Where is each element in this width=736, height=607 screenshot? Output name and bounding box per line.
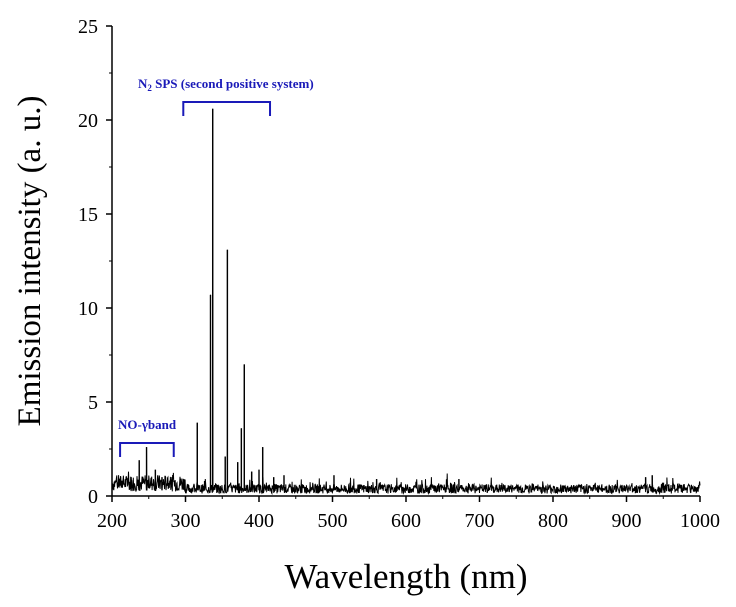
x-tick-label: 800 (538, 510, 568, 532)
x-tick-label: 600 (391, 510, 421, 532)
x-tick-label: 1000 (680, 510, 720, 532)
x-tick-label: 400 (244, 510, 274, 532)
x-tick-label: 900 (612, 510, 642, 532)
emission-spectrum-series (112, 108, 701, 496)
x-tick-label: 500 (318, 510, 348, 532)
y-tick-label: 15 (78, 204, 98, 226)
spectrum-line (112, 108, 701, 496)
n2-sps-label-sub: 2 (147, 83, 152, 93)
y-tick-label: 0 (88, 486, 98, 508)
axes (111, 26, 700, 497)
n2-sps-label: N2 SPS (second positive system) (138, 76, 314, 93)
no-gamma-band-label: NO-γband (118, 417, 177, 432)
annotations: NO-γband N2 SPS (second positive system) (118, 76, 314, 457)
y-axis-title: Emission intensity (a. u.) (12, 96, 48, 427)
y-tick-label: 10 (78, 298, 98, 320)
n2-sps-label-main: N (138, 76, 148, 91)
x-tick-label: 200 (97, 510, 127, 532)
y-tick-label: 20 (78, 110, 98, 132)
y-tick-label: 25 (78, 16, 98, 38)
n2-sps-bracket (182, 101, 272, 116)
y-ticks: 0 5 10 15 20 25 (78, 16, 112, 508)
x-tick-label: 700 (465, 510, 495, 532)
x-tick-label: 300 (171, 510, 201, 532)
no-gamma-band-bracket (119, 442, 175, 457)
y-tick-label: 5 (88, 392, 98, 414)
x-axis-title: Wavelength (nm) (284, 557, 527, 596)
x-ticks: 200 300 400 500 600 700 800 900 1000 (97, 496, 720, 532)
n2-sps-label-rest: SPS (second positive system) (152, 76, 314, 91)
